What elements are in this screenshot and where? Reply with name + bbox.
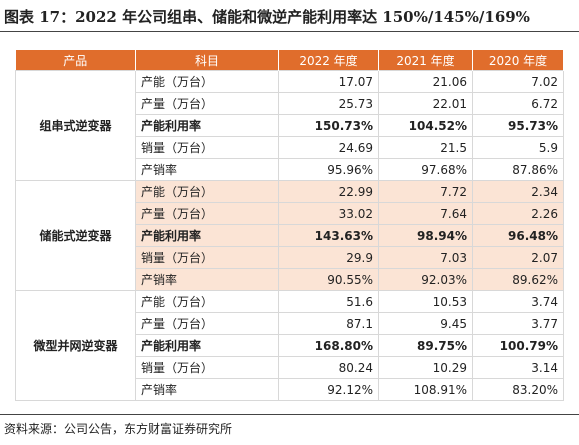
- value-cell: 2.34: [472, 180, 564, 203]
- item-cell: 产量（万台）: [135, 202, 279, 225]
- value-cell: 6.72: [472, 92, 564, 115]
- value-cell: 143.63%: [278, 224, 379, 247]
- value-cell: 51.6: [278, 290, 379, 313]
- product-cell: 微型并网逆变器: [15, 290, 136, 401]
- item-cell: 产能利用率: [135, 114, 279, 137]
- value-cell: 7.02: [472, 70, 564, 93]
- table: 产品 科目 2022 年度 2021 年度 2020 年度 组串式逆变器 产能（万台） 17…: [15, 50, 564, 401]
- value-cell: 22.01: [378, 92, 473, 115]
- item-cell: 销量（万台）: [135, 136, 279, 159]
- row: 产销率 92.12% 108.91% 83.20%: [16, 378, 564, 401]
- value-cell: 89.62%: [472, 268, 564, 291]
- value-cell: 3.14: [472, 356, 564, 379]
- value-cell: 24.69: [278, 136, 379, 159]
- item-cell: 产销率: [135, 268, 279, 291]
- item-cell: 产销率: [135, 378, 279, 401]
- item-cell: 销量（万台）: [135, 246, 279, 269]
- row: 产能利用率 143.63% 98.94% 96.48%: [16, 224, 564, 247]
- row: 销量（万台） 29.9 7.03 2.07: [16, 246, 564, 269]
- row: 产销率 90.55% 92.03% 89.62%: [16, 268, 564, 291]
- rule: [0, 31, 579, 32]
- value-cell: 22.99: [278, 180, 379, 203]
- item-cell: 产销率: [135, 158, 279, 181]
- value-cell: 10.53: [378, 290, 473, 313]
- item-cell: 产能（万台）: [135, 70, 279, 93]
- value-cell: 104.52%: [378, 114, 473, 137]
- value-cell: 80.24: [278, 356, 379, 379]
- value-cell: 7.72: [378, 180, 473, 203]
- source: 资料来源：公司公告，东方财富证券研究所: [4, 422, 233, 436]
- rule: [0, 414, 579, 415]
- item-cell: 产量（万台）: [135, 92, 279, 115]
- value-cell: 3.74: [472, 290, 564, 313]
- row: 销量（万台） 24.69 21.5 5.9: [16, 136, 564, 159]
- value-cell: 7.64: [378, 202, 473, 225]
- value-cell: 3.77: [472, 312, 564, 335]
- value-cell: 168.80%: [278, 334, 379, 357]
- product-cell: 组串式逆变器: [15, 70, 136, 181]
- header-cell: 2021 年度: [378, 50, 473, 71]
- title: 图表 17：2022 年公司组串、储能和微逆产能利用率达 150%/145%/1…: [4, 8, 530, 26]
- value-cell: 9.45: [378, 312, 473, 335]
- row: 产销率 95.96% 97.68% 87.86%: [16, 158, 564, 181]
- value-cell: 87.86%: [472, 158, 564, 181]
- value-cell: 108.91%: [378, 378, 473, 401]
- value-cell: 83.20%: [472, 378, 564, 401]
- value-cell: 95.96%: [278, 158, 379, 181]
- value-cell: 21.5: [378, 136, 473, 159]
- item-cell: 产能（万台）: [135, 180, 279, 203]
- row: 储能式逆变器 产能（万台） 22.99 7.72 2.34: [15, 180, 564, 291]
- item-cell: 产量（万台）: [135, 312, 279, 335]
- item-cell: 产能利用率: [135, 224, 279, 247]
- value-cell: 92.12%: [278, 378, 379, 401]
- value-cell: 2.26: [472, 202, 564, 225]
- row: 组串式逆变器 产能（万台） 17.07 21.06 7.02: [15, 70, 564, 181]
- value-cell: 89.75%: [378, 334, 473, 357]
- value-cell: 100.79%: [472, 334, 564, 357]
- value-cell: 17.07: [278, 70, 379, 93]
- value-cell: 10.29: [378, 356, 473, 379]
- value-cell: 21.06: [378, 70, 473, 93]
- value-cell: 92.03%: [378, 268, 473, 291]
- row: 微型并网逆变器 产能（万台） 51.6 10.53 3.74: [15, 290, 564, 401]
- value-cell: 87.1: [278, 312, 379, 335]
- header-cell: 科目: [135, 50, 279, 71]
- header-row: 产品 科目 2022 年度 2021 年度 2020 年度: [15, 50, 564, 71]
- product-cell: 储能式逆变器: [15, 180, 136, 291]
- value-cell: 95.73%: [472, 114, 564, 137]
- header-cell: 2020 年度: [472, 50, 564, 71]
- value-cell: 29.9: [278, 246, 379, 269]
- value-cell: 2.07: [472, 246, 564, 269]
- item-cell: 产能利用率: [135, 334, 279, 357]
- value-cell: 5.9: [472, 136, 564, 159]
- row: 销量（万台） 80.24 10.29 3.14: [16, 356, 564, 379]
- value-cell: 33.02: [278, 202, 379, 225]
- row: 产量（万台） 87.1 9.45 3.77: [16, 312, 564, 335]
- value-cell: 90.55%: [278, 268, 379, 291]
- item-cell: 销量（万台）: [135, 356, 279, 379]
- value-cell: 97.68%: [378, 158, 473, 181]
- value-cell: 98.94%: [378, 224, 473, 247]
- value-cell: 96.48%: [472, 224, 564, 247]
- value-cell: 7.03: [378, 246, 473, 269]
- value-cell: 25.73: [278, 92, 379, 115]
- header-cell: 2022 年度: [278, 50, 379, 71]
- value-cell: 150.73%: [278, 114, 379, 137]
- header-cell: 产品: [15, 50, 136, 71]
- item-cell: 产能（万台）: [135, 290, 279, 313]
